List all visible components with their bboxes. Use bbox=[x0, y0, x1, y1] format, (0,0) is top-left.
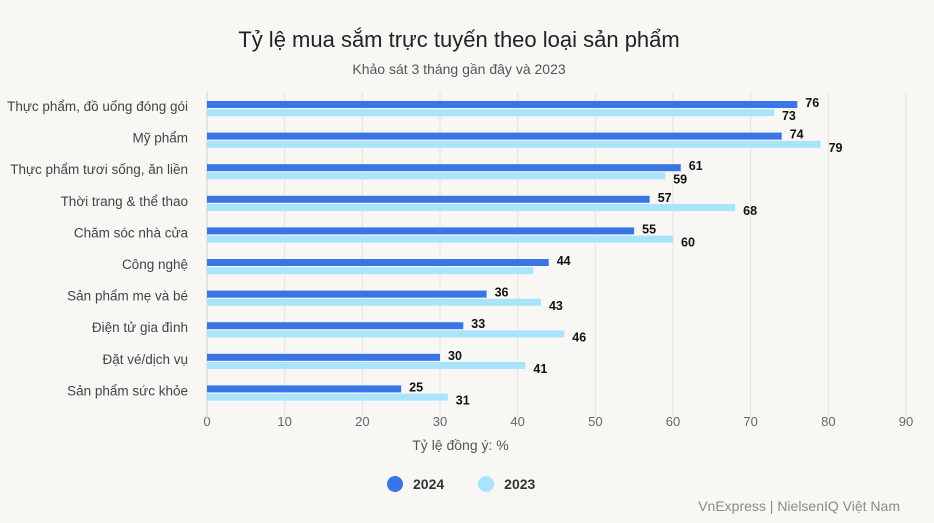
category-label: Sản phẩm mẹ và bé bbox=[67, 289, 188, 304]
legend-item-2023[interactable]: 2023 bbox=[478, 476, 535, 492]
bar-2023 bbox=[207, 330, 565, 338]
bar-2024 bbox=[207, 259, 549, 266]
data-label-2023: 59 bbox=[673, 172, 687, 186]
bar-2023 bbox=[207, 267, 534, 275]
data-label-2024: 36 bbox=[495, 286, 509, 300]
data-label-2023: 73 bbox=[782, 109, 796, 123]
category-label: Thời trang & thể thao bbox=[61, 194, 188, 209]
legend-marker-2023 bbox=[478, 476, 495, 492]
bar-2023 bbox=[207, 235, 673, 243]
bar-2024 bbox=[207, 322, 464, 330]
bar-2023 bbox=[207, 172, 666, 180]
x-axis-title: Tỷ lệ đồng ý: % bbox=[412, 437, 509, 453]
legend-marker-2024 bbox=[387, 476, 403, 492]
legend: 2024 2023 bbox=[387, 476, 569, 492]
data-label-2023: 68 bbox=[743, 204, 757, 218]
x-tick-label: 0 bbox=[203, 414, 210, 429]
data-label-2024: 25 bbox=[409, 380, 423, 394]
data-label-2024: 74 bbox=[790, 128, 804, 142]
bar-2024 bbox=[207, 385, 402, 393]
x-tick-label: 10 bbox=[277, 414, 291, 429]
data-label-2023: 46 bbox=[572, 330, 586, 344]
data-label-2024: 55 bbox=[642, 222, 656, 236]
bar-2024 bbox=[207, 164, 681, 172]
data-label-2023: 43 bbox=[549, 299, 563, 313]
x-tick-label: 80 bbox=[821, 414, 835, 429]
x-tick-label: 30 bbox=[433, 414, 447, 429]
data-label-2024: 57 bbox=[658, 191, 672, 205]
bar-2024 bbox=[207, 195, 650, 203]
bar-2024 bbox=[207, 101, 798, 108]
bar-2024 bbox=[207, 227, 635, 235]
bar-2023 bbox=[207, 393, 448, 401]
bar-2024 bbox=[207, 132, 782, 140]
bar-2024 bbox=[207, 353, 440, 361]
x-tick-label: 70 bbox=[743, 414, 757, 429]
x-tick-label: 20 bbox=[355, 414, 369, 429]
chart-subtitle: Khảo sát 3 tháng gần đây và 2023 bbox=[352, 61, 566, 77]
bar-2023 bbox=[207, 109, 774, 117]
legend-label-2024: 2024 bbox=[413, 476, 445, 492]
source-credit: VnExpress | NielsenIQ Việt Nam bbox=[698, 498, 900, 514]
data-label-2024: 33 bbox=[471, 317, 485, 331]
legend-item-2024[interactable]: 2024 bbox=[387, 476, 444, 492]
category-label: Đặt vé/dịch vụ bbox=[102, 352, 188, 367]
bar-2023 bbox=[207, 362, 526, 369]
bar-2023 bbox=[207, 204, 736, 211]
category-label: Thực phẩm tươi sống, ăn liền bbox=[10, 162, 188, 177]
category-label: Điện tử gia đình bbox=[92, 320, 188, 335]
legend-label-2023: 2023 bbox=[504, 476, 536, 492]
data-label-2024: 44 bbox=[557, 254, 571, 268]
bar-2023 bbox=[207, 298, 541, 306]
category-label: Sản phẩm sức khỏe bbox=[67, 383, 188, 398]
category-label: Thực phẩm, đồ uống đóng gói bbox=[7, 99, 188, 114]
category-label: Chăm sóc nhà cửa bbox=[74, 225, 189, 240]
data-label-2023: 60 bbox=[681, 236, 695, 250]
category-label: Công nghệ bbox=[122, 257, 188, 272]
category-label: Mỹ phẩm bbox=[132, 131, 188, 146]
x-tick-label: 90 bbox=[899, 414, 913, 429]
data-label-2023: 41 bbox=[533, 362, 547, 376]
data-label-2024: 76 bbox=[805, 96, 819, 110]
x-tick-label: 60 bbox=[666, 414, 680, 429]
chart-title: Tỷ lệ mua sắm trực tuyến theo loại sản p… bbox=[238, 27, 680, 52]
data-label-2024: 61 bbox=[689, 159, 703, 173]
x-tick-label: 40 bbox=[510, 414, 524, 429]
data-label-2024: 30 bbox=[448, 349, 462, 363]
data-label-2023: 79 bbox=[829, 141, 843, 155]
x-tick-label: 50 bbox=[588, 414, 602, 429]
bar-2024 bbox=[207, 290, 487, 298]
data-label-2023: 31 bbox=[456, 394, 470, 408]
bar-2023 bbox=[207, 140, 821, 148]
